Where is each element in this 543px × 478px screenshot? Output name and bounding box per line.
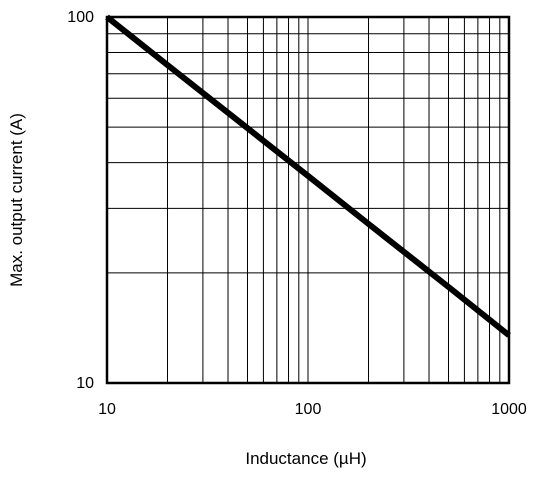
y-tick-label: 10 (76, 375, 94, 392)
y-tick-label: 100 (67, 9, 94, 26)
grid-layer (107, 17, 509, 383)
x-axis-label: Inductance (µH) (245, 449, 366, 468)
x-tick-label: 1000 (491, 401, 527, 418)
x-tick-label: 10 (98, 401, 116, 418)
x-tick-label: 100 (295, 401, 322, 418)
tick-labels: 10 100 1000 10 100 (67, 9, 527, 418)
y-axis-label: Max. output current (A) (7, 113, 26, 287)
